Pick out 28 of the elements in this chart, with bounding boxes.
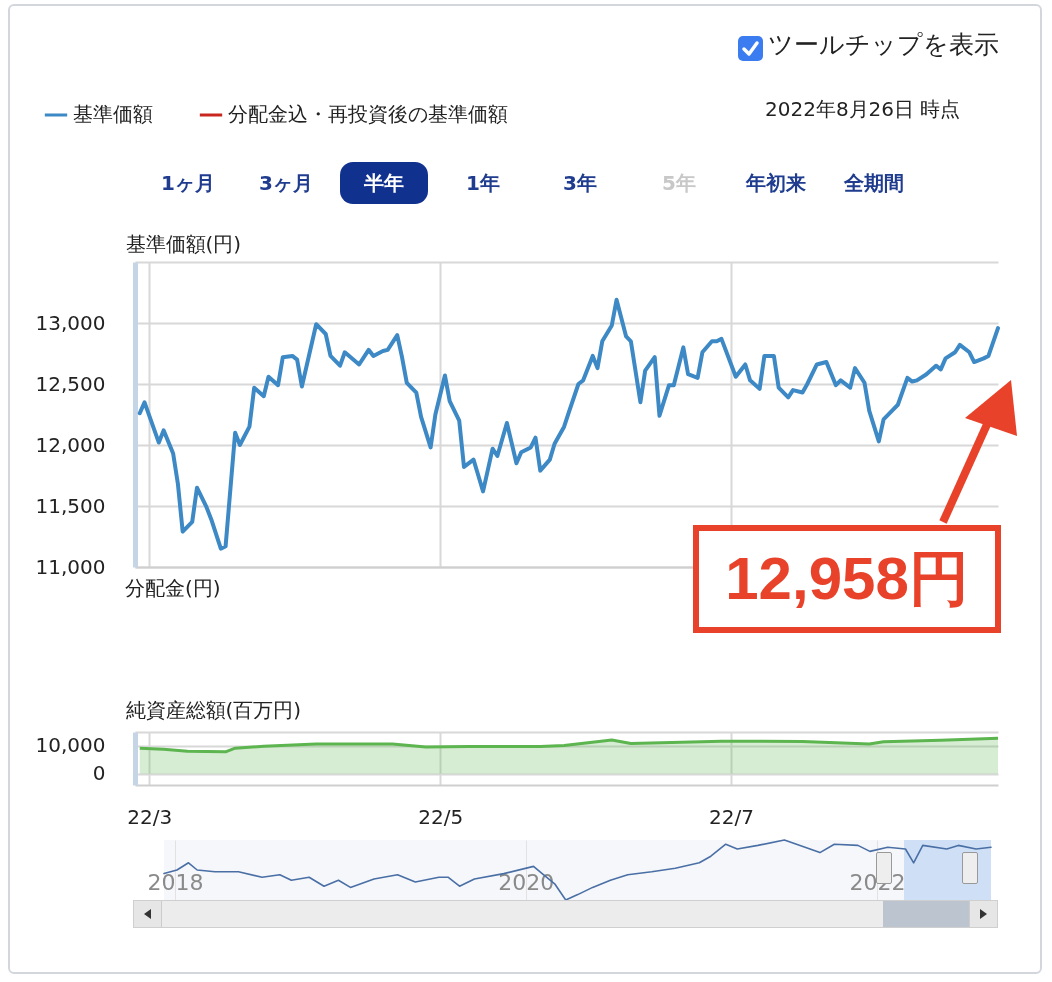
line-series — [137, 297, 1000, 551]
y-tick-label: 10,000 — [35, 733, 106, 758]
text: 3ヶ月 — [258, 170, 314, 197]
text: 3年 — [562, 170, 598, 197]
y-tick-label: 11,500 — [35, 493, 106, 518]
legend-label: 分配金込・再投資後の基準価額 — [228, 102, 508, 126]
y-tick-label: 0 — [92, 761, 106, 786]
y-tick-label: 12,000 — [35, 432, 106, 457]
text: 1年 — [465, 170, 501, 197]
annotation: 12,958円 — [693, 525, 1001, 633]
text: ツールチップを表示 — [768, 29, 999, 61]
x-tick-label: 22/7 — [709, 804, 754, 829]
text: 年初来 — [744, 170, 807, 197]
y-axis-title: 純資産総額(百万円) — [125, 697, 302, 722]
text: 半年 — [340, 162, 428, 204]
legend-label: 基準価額 — [73, 102, 153, 126]
text: 1ヶ月 — [160, 170, 216, 197]
x-tick-label: 22/5 — [418, 804, 464, 829]
y-tick-label: 12,500 — [35, 371, 106, 396]
x-tick-label: 2020 — [498, 869, 555, 895]
text: 全期間 — [843, 170, 905, 197]
text: 分配金(円) — [125, 575, 221, 602]
x-tick-label: 22/3 — [127, 804, 173, 829]
x-tick-label: 2018 — [147, 869, 204, 895]
y-axis-title: 基準価額(円) — [125, 231, 242, 256]
y-tick-label: 13,000 — [35, 310, 106, 335]
text: 2022年8月26日 時点 — [765, 96, 961, 123]
y-tick-label: 11,000 — [35, 554, 106, 579]
